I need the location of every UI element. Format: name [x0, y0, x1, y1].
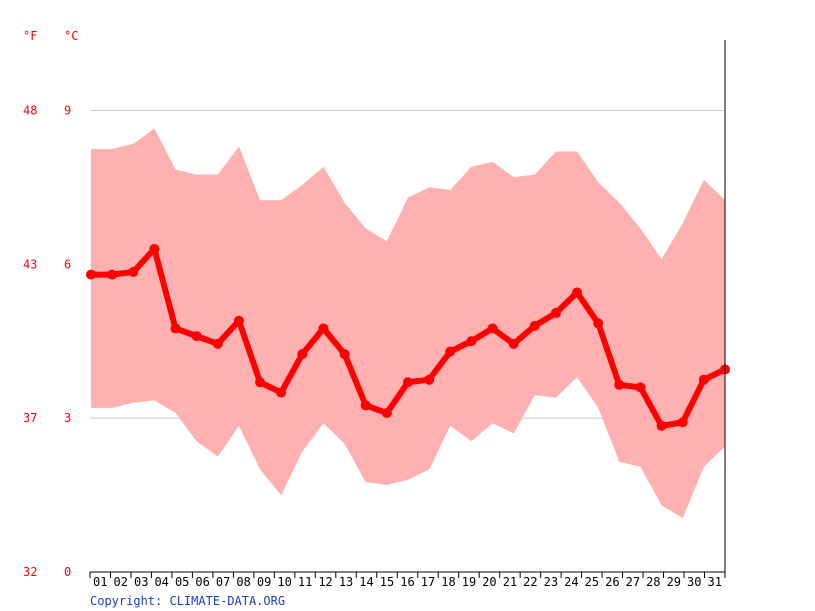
x-tick-label: 08 — [236, 575, 250, 589]
y-tick-label-celsius: 9 — [64, 104, 71, 118]
data-point — [233, 315, 244, 326]
x-tick-label: 03 — [134, 575, 148, 589]
x-tick-label: 24 — [564, 575, 578, 589]
data-point — [255, 377, 266, 388]
data-point — [466, 336, 477, 347]
x-tick-label: 27 — [626, 575, 640, 589]
data-point — [445, 346, 456, 357]
data-point — [170, 323, 181, 334]
x-tick-label: 04 — [154, 575, 168, 589]
x-tick-label: 19 — [462, 575, 476, 589]
data-point — [381, 408, 392, 419]
mean-temperature-points — [86, 243, 730, 431]
data-point — [212, 338, 223, 349]
data-point — [107, 269, 118, 280]
x-tick-label: 13 — [339, 575, 353, 589]
x-tick-label: 26 — [605, 575, 619, 589]
x-tick-label: 18 — [441, 575, 455, 589]
x-tick-label: 10 — [277, 575, 291, 589]
data-point — [128, 267, 139, 278]
data-point — [276, 387, 287, 398]
data-point — [572, 287, 583, 298]
y-tick-label-celsius: 3 — [64, 411, 71, 425]
x-tick-label: 12 — [318, 575, 332, 589]
x-tick-label: 31 — [708, 575, 722, 589]
data-point — [424, 374, 435, 385]
x-tick-label: 14 — [359, 575, 373, 589]
y-tick-label-fahrenheit: 37 — [23, 411, 37, 425]
x-tick-label: 05 — [175, 575, 189, 589]
x-tick-label: 17 — [421, 575, 435, 589]
x-tick-label: 28 — [646, 575, 660, 589]
data-point — [487, 323, 498, 334]
data-point — [593, 318, 604, 329]
data-point — [635, 382, 646, 393]
data-point — [508, 338, 519, 349]
y-tick-label-fahrenheit: 48 — [23, 104, 37, 118]
x-tick-label: 21 — [503, 575, 517, 589]
data-point — [614, 379, 625, 390]
x-tick-label: 15 — [380, 575, 394, 589]
x-tick-label: 01 — [93, 575, 107, 589]
y-tick-label-fahrenheit: 32 — [23, 565, 37, 579]
x-tick-label: 06 — [195, 575, 209, 589]
data-point — [550, 308, 561, 319]
x-tick-label: 16 — [400, 575, 414, 589]
y-tick-label-celsius: 0 — [64, 565, 71, 579]
x-tick-label: 25 — [585, 575, 599, 589]
x-tick-label: 07 — [216, 575, 230, 589]
data-point — [656, 420, 667, 431]
copyright-text: Copyright: CLIMATE-DATA.ORG — [90, 594, 286, 608]
x-tick-label: 20 — [482, 575, 496, 589]
data-point — [297, 349, 308, 360]
data-point — [360, 400, 371, 411]
y-axis-labels: 48 9 43 6 37 3 32 0 — [23, 104, 71, 580]
x-tick-label: 11 — [298, 575, 312, 589]
unit-label-fahrenheit: °F — [23, 29, 37, 43]
y-tick-label-celsius: 6 — [64, 257, 71, 271]
data-point — [149, 243, 160, 254]
data-point — [403, 377, 413, 388]
x-tick-label: 22 — [523, 575, 537, 589]
x-tick-label: 29 — [667, 575, 681, 589]
data-point — [191, 331, 202, 342]
unit-label-celsius: °C — [64, 29, 78, 43]
data-point — [529, 320, 540, 331]
x-axis-labels: 01 02 03 04 05 06 07 08 09 10 11 12 13 14 15 16 17 18 19 20… — [93, 575, 722, 589]
x-tick-label: 23 — [544, 575, 558, 589]
x-tick-label: 02 — [113, 575, 127, 589]
x-tick-label: 30 — [687, 575, 701, 589]
data-point — [677, 417, 688, 428]
x-tick-label: 09 — [257, 575, 271, 589]
data-point — [318, 323, 329, 334]
x-axis-ticks — [89, 572, 726, 578]
y-tick-label-fahrenheit: 43 — [23, 257, 37, 271]
data-point — [86, 269, 96, 280]
data-point — [339, 349, 350, 360]
temperature-range-band — [91, 128, 725, 519]
data-point — [698, 374, 709, 385]
